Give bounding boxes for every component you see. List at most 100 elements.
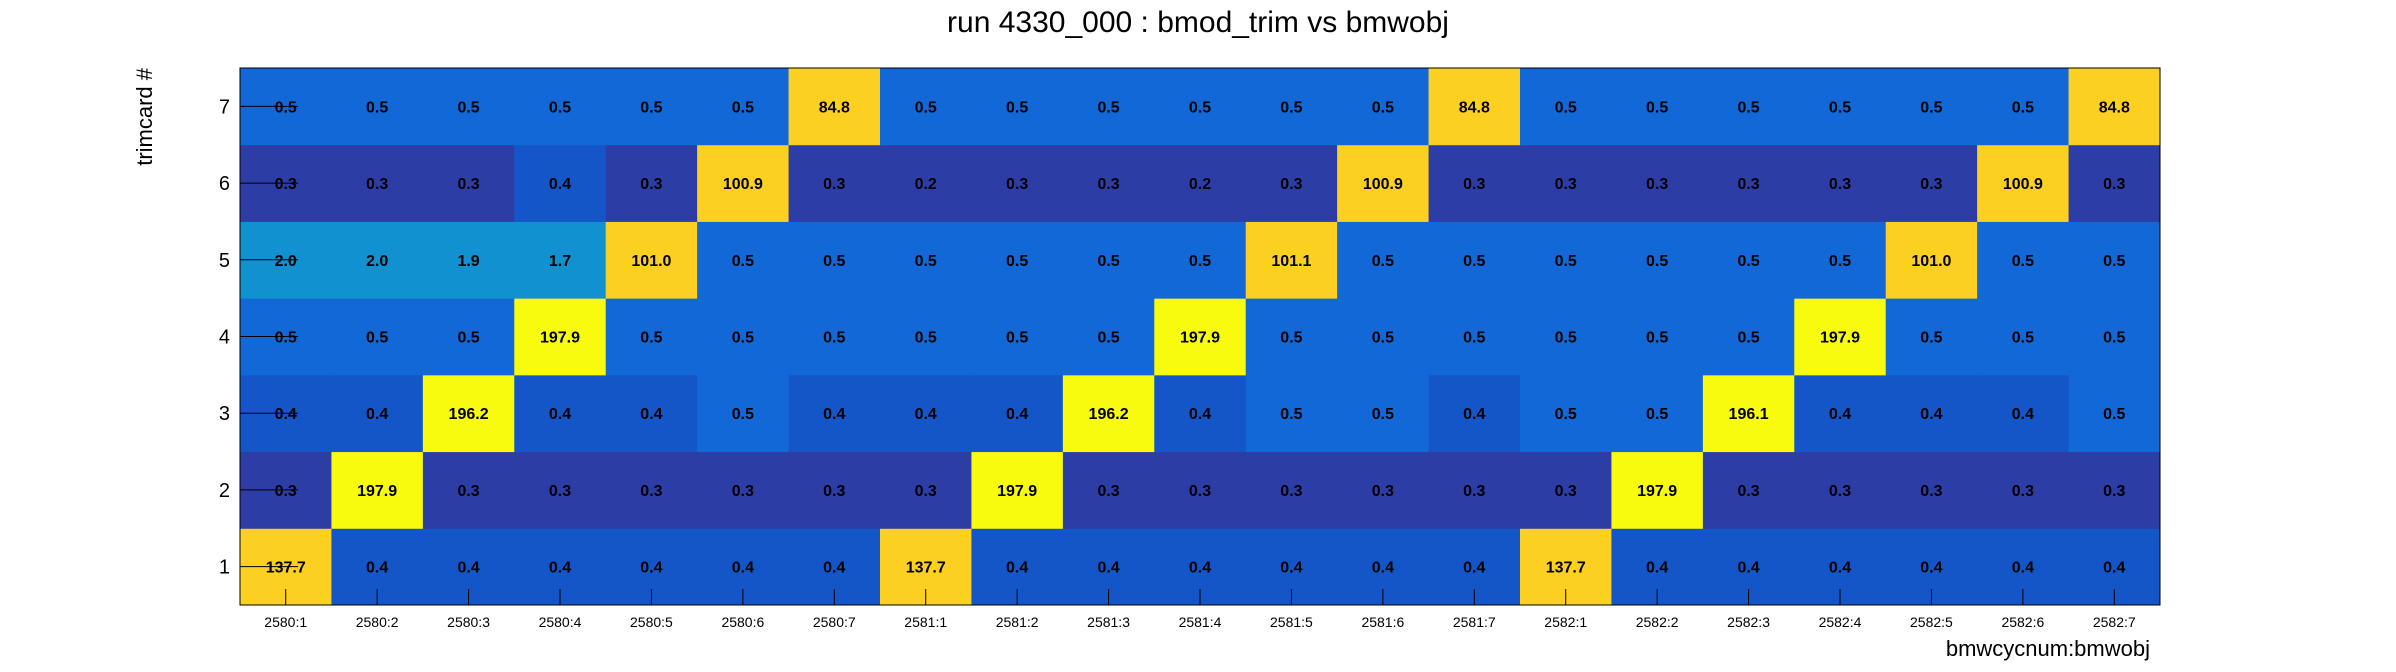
heatmap-cell — [1611, 144, 1704, 222]
x-tick-label: 2582:1 — [1544, 614, 1587, 630]
heatmap-cell — [1702, 374, 1795, 453]
heatmap-cell — [880, 298, 972, 376]
cell-value-label: 0.5 — [2012, 99, 2034, 116]
heatmap-cell — [331, 451, 424, 529]
cell-value-label: 0.5 — [2012, 330, 2034, 347]
cell-value-label: 197.9 — [1820, 330, 1860, 347]
heatmap-cell — [1977, 221, 2070, 299]
cell-value-label: 0.5 — [2103, 330, 2125, 347]
heatmap-cell — [331, 144, 424, 222]
heatmap-cell — [1337, 374, 1430, 453]
cell-value-label: 84.8 — [819, 99, 850, 116]
heatmap-cell — [1702, 68, 1795, 146]
cell-value-label: 84.8 — [2099, 99, 2130, 116]
heatmap-cell — [1794, 144, 1887, 222]
heatmap-cell — [788, 144, 881, 222]
cell-value-label: 0.4 — [1463, 560, 1485, 577]
cell-value-label: 0.5 — [366, 330, 388, 347]
cell-value-label: 197.9 — [357, 483, 397, 500]
heatmap-cell — [605, 221, 698, 299]
heatmap-cell — [1428, 144, 1521, 222]
cell-value-label: 0.5 — [640, 99, 662, 116]
cell-value-label: 0.4 — [1372, 560, 1394, 577]
cell-value-label: 0.3 — [366, 176, 388, 193]
cell-value-label: 0.5 — [275, 99, 297, 116]
heatmap-cell — [1154, 144, 1247, 222]
heatmap-cell — [1885, 451, 1978, 529]
cell-value-label: 0.5 — [1006, 99, 1028, 116]
cell-value-label: 0.3 — [2103, 176, 2125, 193]
cell-value-label: 0.4 — [1646, 560, 1668, 577]
heatmap-cell — [331, 374, 424, 453]
cell-value-label: 0.5 — [732, 330, 754, 347]
x-tick-label: 2580:1 — [264, 614, 307, 630]
heatmap-cell — [1885, 374, 1978, 453]
cell-value-label: 0.5 — [366, 99, 388, 116]
cell-value-label: 0.4 — [915, 406, 937, 423]
y-tick-label: 6 — [219, 173, 230, 195]
cell-value-label: 197.9 — [540, 330, 580, 347]
cell-value-label: 0.5 — [915, 253, 937, 270]
cell-value-label: 0.3 — [1920, 176, 1942, 193]
chart-title: run 4330_000 : bmod_trim vs bmwobj — [947, 6, 1449, 39]
heatmap-cell — [1337, 221, 1430, 299]
cell-value-label: 0.5 — [1829, 253, 1851, 270]
cell-value-label: 0.2 — [1189, 176, 1211, 193]
cell-value-label: 2.0 — [366, 253, 388, 270]
cell-value-label: 0.3 — [1372, 483, 1394, 500]
cell-value-label: 0.5 — [915, 330, 937, 347]
cell-value-label: 0.5 — [1555, 99, 1577, 116]
cell-value-label: 0.5 — [1189, 253, 1211, 270]
heatmap-cell — [1611, 221, 1704, 299]
cell-value-label: 0.5 — [1646, 253, 1668, 270]
cell-value-label: 0.3 — [1189, 483, 1211, 500]
x-tick-label: 2581:5 — [1270, 614, 1313, 630]
y-tick-label: 5 — [219, 250, 230, 272]
heatmap-cell — [422, 144, 515, 222]
cell-value-label: 0.4 — [823, 406, 845, 423]
heatmap-cell — [1245, 298, 1338, 376]
y-ticks: 1 2 3 4 5 6 7 — [219, 96, 298, 579]
heatmap-cell — [1702, 144, 1795, 222]
heatmap-cell — [971, 221, 1064, 299]
heatmap-cell — [1245, 221, 1338, 299]
heatmap-cell — [788, 221, 881, 299]
cell-value-label: 0.5 — [1372, 330, 1394, 347]
cell-value-label: 0.5 — [1555, 406, 1577, 423]
heatmap-cell — [1794, 451, 1887, 529]
heatmap-cell — [1885, 68, 1978, 146]
cell-value-label: 196.1 — [1729, 406, 1769, 423]
cell-value-label: 0.5 — [1372, 253, 1394, 270]
cell-value-label: 0.5 — [1920, 330, 1942, 347]
heatmap-cell — [1977, 68, 2070, 146]
cell-value-label: 0.5 — [823, 253, 845, 270]
heatmap-cell — [422, 298, 515, 376]
cell-value-label: 0.5 — [1280, 406, 1302, 423]
heatmap-cell — [697, 144, 790, 222]
x-ticks: 2580:1 2580:2 2580:3 2580:4 2580:5 2580:6 2580… — [264, 589, 2136, 630]
heatmap-cell — [1428, 68, 1521, 146]
cell-value-label: 0.5 — [1646, 330, 1668, 347]
cell-value-label: 0.5 — [1829, 99, 1851, 116]
x-tick-label: 2581:7 — [1453, 614, 1496, 630]
cell-value-label: 0.4 — [549, 406, 571, 423]
cell-value-label: 0.3 — [823, 483, 845, 500]
cell-value-label: 0.5 — [1646, 99, 1668, 116]
cell-value-label: 0.4 — [1829, 406, 1851, 423]
heatmap-cell — [1611, 451, 1704, 529]
heatmap-cell — [971, 144, 1064, 222]
x-tick-label: 2580:6 — [721, 614, 764, 630]
cell-value-label: 0.5 — [457, 330, 479, 347]
heatmap-cell — [1977, 374, 2070, 453]
heatmap-cell — [331, 221, 424, 299]
heatmap-cell — [880, 221, 972, 299]
cell-value-label: 0.5 — [549, 99, 571, 116]
heatmap-cell — [880, 68, 972, 146]
heatmap-cell — [605, 144, 698, 222]
cell-value-label: 0.5 — [2103, 253, 2125, 270]
cell-value-label: 0.5 — [2103, 406, 2125, 423]
heatmap-cell — [1702, 451, 1795, 529]
cell-value-label: 0.5 — [1189, 99, 1211, 116]
x-tick-label: 2581:3 — [1087, 614, 1130, 630]
heatmap-cell — [514, 221, 607, 299]
